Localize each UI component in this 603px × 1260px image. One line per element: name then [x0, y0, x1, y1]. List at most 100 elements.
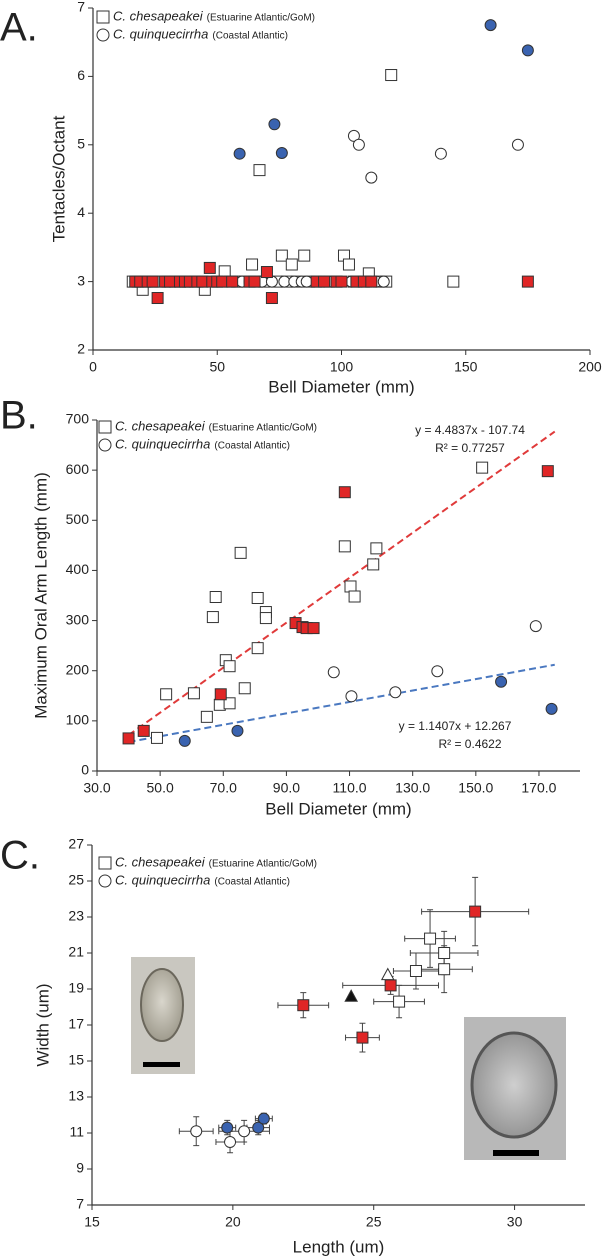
x-tick-label: 70.0	[210, 780, 237, 796]
legend-icon	[96, 10, 110, 24]
legend-name: C. quinquecirrha	[115, 872, 210, 887]
marker-square	[253, 164, 266, 177]
x-axis-label: Bell Diameter (mm)	[268, 377, 414, 396]
legend-name: C. chesapeakei	[115, 418, 206, 433]
marker-square	[223, 660, 236, 673]
x-tick-label: 15	[84, 1214, 100, 1230]
marker-circle	[521, 44, 534, 57]
x-tick-label: 90.0	[273, 780, 300, 796]
marker-square	[251, 592, 264, 605]
x-tick-label: 170.0	[521, 780, 556, 796]
marker-circle	[238, 1125, 251, 1138]
legend-name: C. quinquecirrha	[115, 436, 210, 451]
y-tick-label: 7	[76, 1196, 84, 1212]
marker-square	[318, 275, 331, 288]
x-tick-label: 0	[89, 359, 97, 375]
x-tick-label: 30	[507, 1214, 523, 1230]
x-axis-label: Length (um)	[293, 1237, 385, 1256]
y-tick-label: 15	[68, 1052, 84, 1068]
x-axis-label: Bell Diameter (mm)	[265, 799, 411, 818]
marker-square	[348, 590, 361, 603]
marker-square	[234, 546, 247, 559]
marker-square	[216, 275, 229, 288]
marker-square	[137, 724, 150, 737]
marker-square	[187, 687, 200, 700]
marker-circle	[275, 147, 288, 160]
marker-square	[275, 249, 288, 262]
marker-triangle	[380, 967, 395, 981]
y-tick-label: 4	[77, 204, 85, 220]
y-tick-label: 23	[68, 908, 84, 924]
marker-square	[206, 611, 219, 624]
marker-square	[342, 258, 355, 271]
y-tick-label: 3	[77, 272, 85, 288]
marker-square	[297, 999, 310, 1012]
marker-square	[370, 542, 383, 555]
x-tick-label: 50	[209, 359, 225, 375]
y-tick-label: 200	[66, 661, 90, 677]
marker-square	[160, 688, 173, 701]
legend-icon	[98, 874, 112, 888]
marker-circle	[347, 129, 360, 142]
marker-circle	[221, 1121, 234, 1134]
legend-icon	[98, 420, 112, 434]
marker-square	[384, 979, 397, 992]
marker-square	[265, 292, 278, 305]
y-tick-label: 13	[68, 1088, 84, 1104]
legend-habitat: (Coastal Atlantic)	[214, 877, 290, 888]
marker-circle	[495, 675, 508, 688]
marker-circle	[545, 702, 558, 715]
marker-square	[385, 69, 398, 82]
marker-circle	[233, 147, 246, 160]
marker-circle	[231, 724, 244, 737]
micrograph-left	[131, 957, 195, 1074]
marker-square	[218, 265, 231, 278]
marker-square	[238, 682, 251, 695]
x-tick-label: 130.0	[395, 780, 430, 796]
legend-habitat: (Estuarine Atlantic/GoM)	[209, 423, 317, 434]
x-tick-label: 150	[454, 359, 478, 375]
marker-square	[248, 275, 261, 288]
y-tick-label: 700	[66, 411, 90, 427]
marker-square	[438, 963, 451, 976]
marker-circle	[377, 275, 390, 288]
legend-name: C. quinquecirrha	[113, 26, 208, 41]
marker-circle	[224, 1136, 237, 1148]
marker-circle	[327, 666, 340, 679]
marker-square	[541, 465, 554, 478]
marker-square	[338, 486, 351, 499]
marker-circle	[257, 1112, 270, 1125]
y-tick-label: 0	[81, 762, 89, 778]
y-tick-label: 300	[66, 611, 90, 627]
y-tick-label: 500	[66, 511, 90, 527]
legend-name: C. chesapeakei	[115, 854, 206, 869]
marker-square	[146, 275, 159, 288]
y-tick-label: 9	[76, 1160, 84, 1176]
marker-square	[200, 710, 213, 723]
legend-icon	[96, 28, 110, 42]
marker-circle	[190, 1125, 203, 1138]
marker-square	[409, 965, 422, 977]
marker-circle	[352, 138, 365, 151]
marker-circle	[300, 275, 313, 288]
marker-square	[393, 995, 406, 1008]
marker-square	[209, 591, 222, 604]
marker-square	[438, 947, 451, 959]
marker-circle	[178, 734, 191, 747]
y-tick-label: 6	[77, 67, 85, 83]
marker-square	[367, 558, 380, 571]
marker-square	[150, 731, 163, 744]
marker-square	[214, 688, 227, 701]
marker-square	[307, 622, 320, 635]
trend-equation: y = 4.4837x - 107.74	[415, 423, 525, 437]
marker-square	[223, 697, 236, 710]
marker-square	[335, 275, 348, 288]
marker-square	[285, 258, 298, 271]
marker-square	[344, 580, 357, 593]
marker-square	[196, 275, 209, 288]
legend-habitat: (Coastal Atlantic)	[212, 31, 288, 42]
marker-circle	[484, 19, 497, 32]
y-tick-label: 11	[69, 1124, 84, 1140]
marker-square	[203, 261, 216, 274]
